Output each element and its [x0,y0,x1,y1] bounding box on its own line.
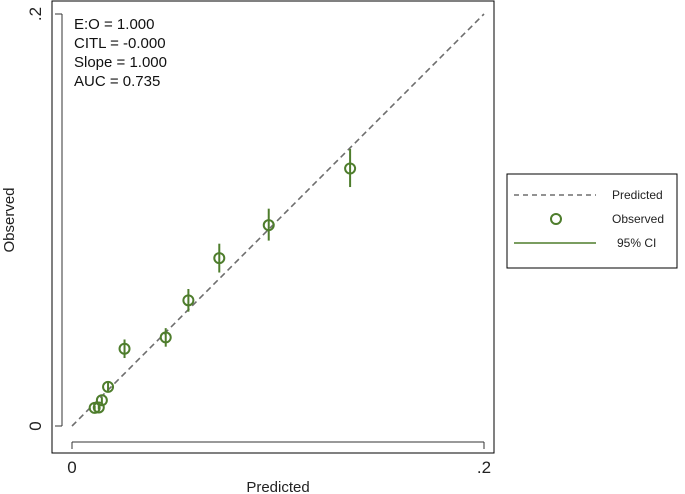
legend: Predicted Observed 95% CI [506,173,678,269]
reference-diagonal-line [71,13,485,427]
stat-citl: CITL = -0.000 [74,35,166,52]
legend-label-predicted: Predicted [612,188,663,202]
observed-point-4 [118,342,131,355]
y-axis: 0 .2 Observed [1,7,63,431]
observed-point-8 [262,219,275,232]
stat-eo: E:O = 1.000 [74,16,154,33]
observed-point-9 [344,162,357,175]
observed-point-0 [88,401,101,414]
legend-circle-swatch [550,213,562,225]
legend-label-ci: 95% CI [617,236,656,250]
stat-slope: Slope = 1.000 [74,54,167,71]
x-tick-label-0: 0 [67,458,76,477]
x-tick-label-1: .2 [477,458,491,477]
y-tick-label-1: .2 [26,7,45,21]
y-tick-label-0: 0 [26,421,45,430]
points-layer [88,162,357,414]
x-axis: 0 .2 Predicted [67,441,491,494]
reference-line-layer [71,13,485,427]
observed-point-2 [95,394,108,407]
stats-annotation: E:O = 1.000 CITL = -0.000 Slope = 1.000 … [74,16,167,90]
observed-point-6 [182,294,195,307]
observed-point-7 [213,252,226,265]
observed-point-1 [92,401,105,414]
observed-point-5 [159,331,172,344]
legend-box [506,173,678,269]
observed-point-3 [102,380,115,393]
legend-label-observed: Observed [612,212,664,226]
stat-auc: AUC = 0.735 [74,73,160,90]
x-axis-title: Predicted [246,479,309,494]
y-axis-title: Observed [1,187,18,252]
